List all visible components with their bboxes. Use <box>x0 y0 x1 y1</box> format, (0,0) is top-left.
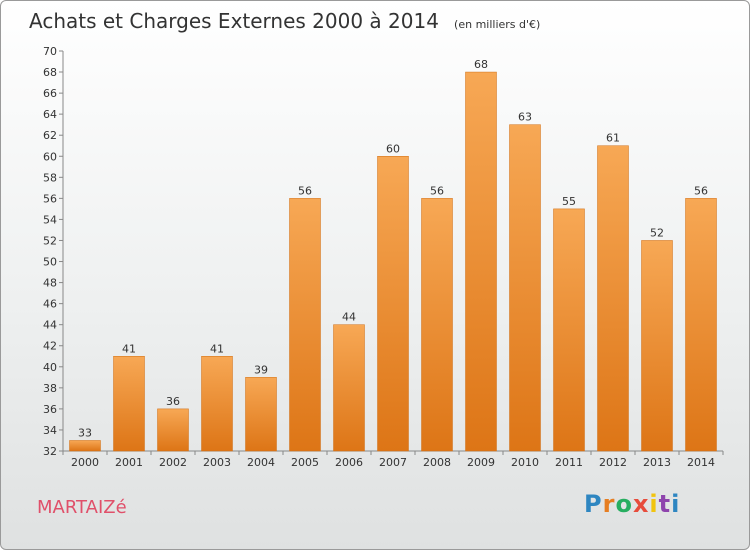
bar <box>685 198 717 452</box>
bar-value-label: 56 <box>430 184 444 197</box>
bar-value-label: 55 <box>562 195 576 208</box>
chart-title: Achats et Charges Externes 2000 à 2014 (… <box>29 9 540 33</box>
y-tick-label: 58 <box>43 171 57 184</box>
bar <box>201 356 233 452</box>
y-tick-label: 66 <box>43 87 57 100</box>
bar <box>465 71 497 452</box>
bar-value-label: 39 <box>254 363 268 376</box>
proxiti-logo: Proxiti <box>584 490 680 518</box>
bar-value-label: 41 <box>210 342 224 355</box>
x-tick-label: 2010 <box>511 456 539 469</box>
y-tick-label: 50 <box>43 256 57 269</box>
x-tick-label: 2011 <box>555 456 583 469</box>
bar-value-label: 44 <box>342 311 356 324</box>
x-tick-label: 2002 <box>159 456 187 469</box>
logo-letter: o <box>615 490 633 518</box>
bar-value-label: 68 <box>474 58 488 71</box>
x-tick-label: 2013 <box>643 456 671 469</box>
bar <box>641 240 673 452</box>
y-tick-label: 34 <box>43 424 57 437</box>
bar <box>245 377 277 452</box>
bar-value-label: 52 <box>650 226 664 239</box>
logo-letter: x <box>632 490 650 518</box>
x-tick-label: 2008 <box>423 456 451 469</box>
bar <box>377 156 409 452</box>
bar <box>509 124 541 452</box>
bar <box>157 408 189 452</box>
logo-letter: t <box>658 490 672 518</box>
bar-value-label: 33 <box>78 426 92 439</box>
commune-name: MARTAIZé <box>37 497 127 518</box>
y-tick-label: 44 <box>43 319 57 332</box>
bar <box>289 198 321 452</box>
logo-letter: r <box>602 490 616 518</box>
bar <box>553 208 585 452</box>
bar <box>597 145 629 452</box>
bar <box>421 198 453 452</box>
chart-title-unit: (en milliers d'€) <box>454 18 541 31</box>
y-tick-label: 56 <box>43 192 57 205</box>
y-tick-label: 64 <box>43 108 57 121</box>
y-tick-label: 62 <box>43 129 57 142</box>
y-tick-label: 70 <box>43 45 57 58</box>
bar-value-label: 56 <box>298 184 312 197</box>
bar-value-label: 60 <box>386 142 400 155</box>
bar-value-label: 61 <box>606 132 620 145</box>
logo-letter: i <box>671 490 681 518</box>
y-tick-label: 68 <box>43 66 57 79</box>
bar <box>69 440 101 452</box>
logo-letter: P <box>584 490 603 518</box>
y-tick-label: 32 <box>43 445 57 458</box>
y-tick-label: 42 <box>43 340 57 353</box>
bar <box>333 324 365 452</box>
y-tick-label: 60 <box>43 150 57 163</box>
x-tick-label: 2014 <box>687 456 715 469</box>
y-tick-label: 52 <box>43 234 57 247</box>
x-tick-label: 2012 <box>599 456 627 469</box>
bar <box>113 356 145 452</box>
x-tick-label: 2003 <box>203 456 231 469</box>
x-tick-label: 2006 <box>335 456 363 469</box>
y-tick-label: 36 <box>43 403 57 416</box>
bar-chart: 32 34 36 38 40 42 44 46 48 50 52 54 56 58 60 62 64 66 68 70… <box>43 45 724 469</box>
y-tick-label: 40 <box>43 361 57 374</box>
x-tick-label: 2007 <box>379 456 407 469</box>
x-tick-label: 2001 <box>115 456 143 469</box>
x-tick-label: 2009 <box>467 456 495 469</box>
y-tick-label: 54 <box>43 213 57 226</box>
logo-letter: i <box>649 490 659 518</box>
bar-value-label: 41 <box>122 342 136 355</box>
bar-value-label: 56 <box>694 184 708 197</box>
bar-value-label: 63 <box>518 111 532 124</box>
y-tick-label: 46 <box>43 298 57 311</box>
bar-value-label: 36 <box>166 395 180 408</box>
x-tick-label: 2000 <box>71 456 99 469</box>
x-tick-label: 2005 <box>291 456 319 469</box>
y-tick-label: 38 <box>43 382 57 395</box>
x-tick-label: 2004 <box>247 456 275 469</box>
chart-title-main: Achats et Charges Externes 2000 à 2014 <box>29 9 439 33</box>
y-tick-label: 48 <box>43 277 57 290</box>
